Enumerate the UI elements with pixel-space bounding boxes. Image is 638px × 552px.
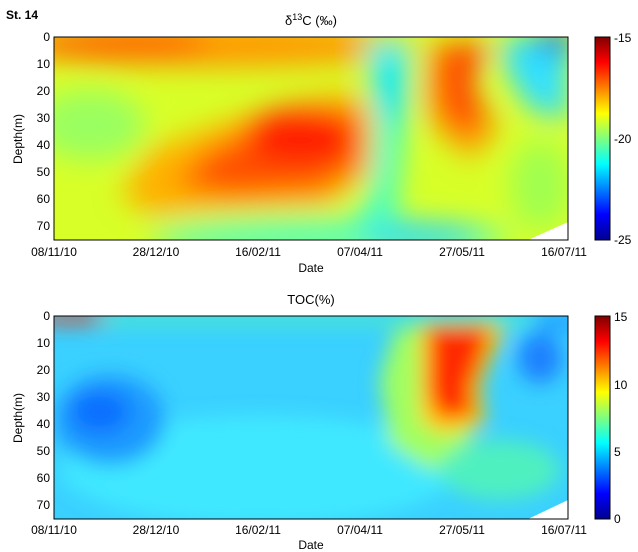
panel1-colorbar-bar [594, 36, 611, 241]
panel2-colorbar-tick: 5 [614, 445, 621, 459]
panel2-colorbar: 15 10 5 0 [594, 310, 628, 526]
panel2-ytick: 10 [37, 336, 51, 350]
panel1-xtick: 08/11/10 [31, 245, 77, 259]
panel2-xtick: 28/12/10 [133, 523, 180, 537]
panel2-y-axis-label: Depth(m) [11, 393, 25, 443]
panel-toc: TOC(%) [11, 292, 628, 552]
panel1-ytick: 30 [37, 111, 51, 125]
panel1-ytick: 10 [37, 57, 51, 71]
panel2-colorbar-tick: 15 [614, 310, 628, 324]
panel2-contour-field [54, 316, 568, 519]
panel2-xtick: 16/07/11 [541, 523, 587, 537]
panel2-ytick: 20 [37, 363, 51, 377]
panel2-xtick: 16/02/11 [235, 523, 281, 537]
panel2-ytick: 30 [37, 390, 51, 404]
panel2-xtick: 08/11/10 [31, 523, 77, 537]
panel2-ytick: 60 [37, 471, 51, 485]
panel2-colorbar-tick: 10 [614, 378, 628, 392]
panel1-colorbar-tick: -15 [614, 31, 632, 45]
panel1-ytick: 40 [37, 138, 51, 152]
panel1-colorbar: -15 -20 -25 [594, 31, 632, 247]
panel1-ytick: 0 [43, 30, 50, 44]
panel1-y-axis: 0 10 20 30 40 50 60 70 Depth(m) [11, 30, 50, 233]
panel1-title: δ13C (‰) [285, 12, 337, 28]
panel2-colorbar-bar [594, 315, 611, 520]
panel2-x-axis-label: Date [298, 538, 324, 552]
panel2-ytick: 50 [37, 444, 51, 458]
panel1-xtick: 16/02/11 [235, 245, 281, 259]
panel1-y-axis-label: Depth(m) [11, 114, 25, 164]
panel-delta13c: δ13C (‰) [11, 12, 632, 275]
panel1-contour-field [54, 37, 568, 240]
station-label: St. 14 [6, 8, 38, 22]
panel1-ytick: 50 [37, 165, 51, 179]
panel1-x-axis-label: Date [298, 261, 324, 275]
panel1-xtick: 27/05/11 [439, 245, 485, 259]
panel1-xtick: 28/12/10 [133, 245, 180, 259]
panel2-title: TOC(%) [287, 292, 334, 307]
panel2-ytick: 0 [43, 309, 50, 323]
panel1-ytick: 20 [37, 84, 51, 98]
panel1-colorbar-tick: -20 [614, 132, 632, 146]
panel1-x-axis: 08/11/10 28/12/10 16/02/11 07/04/11 27/0… [31, 245, 587, 275]
panel1-xtick: 07/04/11 [337, 245, 383, 259]
panel2-xtick: 27/05/11 [439, 523, 485, 537]
panel2-colorbar-tick: 0 [614, 512, 621, 526]
panel2-y-axis: 0 10 20 30 40 50 60 70 Depth(m) [11, 309, 50, 512]
panel1-plot-frame [53, 36, 569, 241]
panel1-ytick: 60 [37, 192, 51, 206]
panel1-xtick: 16/07/11 [541, 245, 587, 259]
panel1-ytick: 70 [37, 219, 51, 233]
panel2-ytick: 70 [37, 498, 51, 512]
panel2-ytick: 40 [37, 417, 51, 431]
panel2-plot-frame [53, 315, 569, 520]
panel1-colorbar-tick: -25 [614, 233, 632, 247]
panel2-xtick: 07/04/11 [337, 523, 383, 537]
panel2-x-axis: 08/11/10 28/12/10 16/02/11 07/04/11 27/0… [31, 523, 587, 552]
